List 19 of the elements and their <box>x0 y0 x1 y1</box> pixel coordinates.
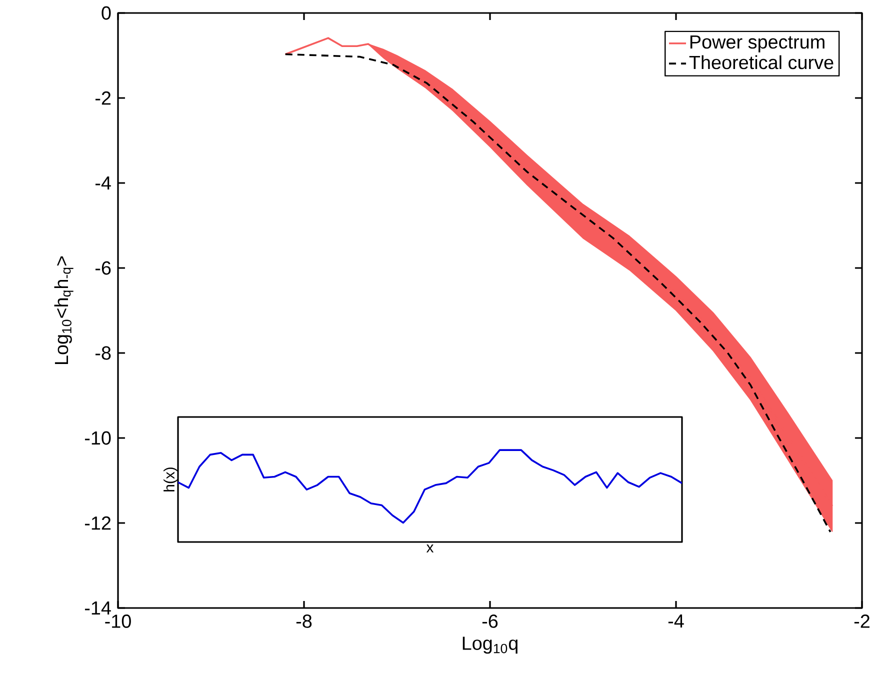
legend-label: Power spectrum <box>690 35 824 52</box>
legend-label: Theoretical curve <box>689 55 834 70</box>
y-tick-label: -6 <box>96 261 111 275</box>
y-tick-label: -8 <box>96 346 111 360</box>
x-tick-label: -6 <box>482 614 498 628</box>
x-tick-label: -4 <box>668 614 684 628</box>
y-axis-title: h(x) <box>164 468 178 492</box>
y-tick-label: -12 <box>84 516 111 530</box>
y-tick-label: -2 <box>96 91 111 105</box>
y-axis-title: Log$_{10}$<h$_{q}$h$_{-q}$> <box>54 256 74 364</box>
x-tick-label: -2 <box>854 614 870 628</box>
y-tick-label: -4 <box>96 176 111 190</box>
y-tick-label: -10 <box>84 431 111 445</box>
x-tick-label: -10 <box>105 614 131 628</box>
x-axis-title: x <box>426 544 434 552</box>
x-axis-title: Log$_{10}$q <box>462 636 518 654</box>
x-tick-label: -8 <box>296 614 312 628</box>
y-tick-label: 0 <box>102 6 111 20</box>
y-tick-label: -14 <box>84 601 111 615</box>
